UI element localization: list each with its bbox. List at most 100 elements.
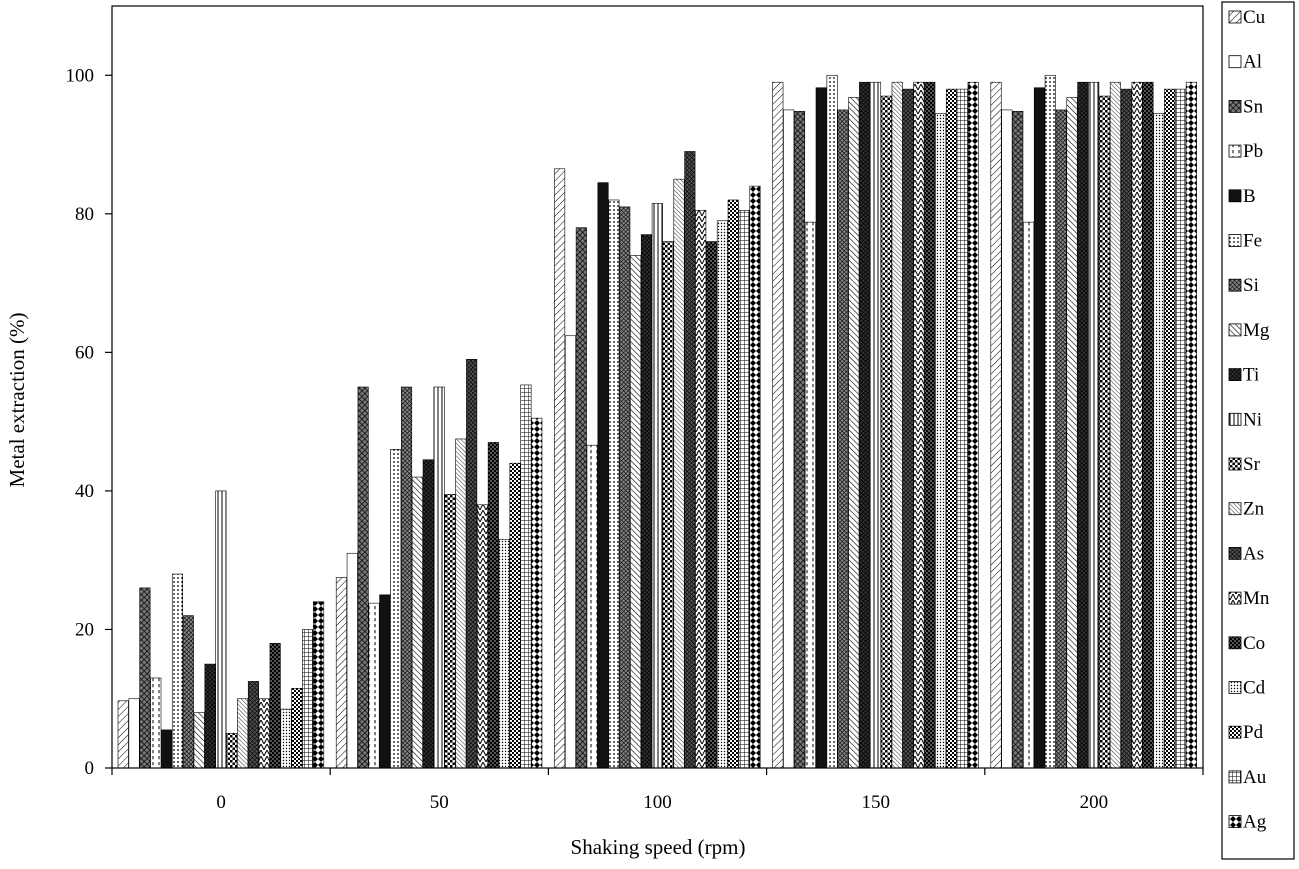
bar-au-150 <box>956 88 968 769</box>
legend-swatch-zn <box>1228 502 1242 516</box>
legend-label-sn: Sn <box>1243 96 1264 117</box>
bar-ti-150 <box>859 81 871 769</box>
bar-pd-150 <box>945 88 957 769</box>
bar-mn-150 <box>913 81 925 769</box>
bar-si-50 <box>401 386 413 769</box>
legend-swatch-co <box>1228 636 1242 650</box>
bar-mg-100 <box>630 255 642 769</box>
bar-mg-150 <box>848 97 860 769</box>
bar-si-100 <box>619 206 631 769</box>
legend-swatch-sn <box>1228 100 1242 113</box>
legend-swatch-pd <box>1228 725 1242 739</box>
bar-cu-100 <box>554 168 566 769</box>
legend-swatch-fe <box>1228 234 1242 247</box>
bar-al-0 <box>128 698 140 769</box>
bar-b-100 <box>597 182 609 769</box>
bar-pd-200 <box>1164 88 1176 769</box>
bar-fe-50 <box>390 449 402 769</box>
bar-as-50 <box>466 358 478 769</box>
bar-ti-100 <box>640 234 652 769</box>
bar-mg-0 <box>193 712 205 769</box>
bar-cu-200 <box>990 81 1002 769</box>
legend-label-zn: Zn <box>1243 499 1265 520</box>
bar-sr-100 <box>662 241 674 769</box>
legend-swatch-sr <box>1228 457 1242 471</box>
bar-cd-0 <box>280 708 292 769</box>
bar-sn-100 <box>575 227 587 769</box>
bar-sn-150 <box>794 110 806 769</box>
bar-pb-0 <box>150 677 162 769</box>
bar-mn-200 <box>1131 81 1143 769</box>
bar-as-0 <box>247 681 259 769</box>
legend-label-ni: Ni <box>1243 409 1262 430</box>
legend-swatch-cd <box>1228 681 1242 694</box>
y-tick-label: 40 <box>75 481 94 502</box>
legend-swatch-mn <box>1228 591 1242 605</box>
x-tick-label: 100 <box>643 792 672 813</box>
bar-ni-100 <box>651 203 663 769</box>
bar-fe-100 <box>608 199 620 769</box>
legend-label-au: Au <box>1243 767 1267 788</box>
legend-label-cu: Cu <box>1243 7 1266 28</box>
legend-label-mn: Mn <box>1243 588 1270 609</box>
bar-ni-150 <box>869 81 882 769</box>
bar-ti-200 <box>1077 81 1089 769</box>
bar-cd-50 <box>498 539 510 769</box>
legend-label-mg: Mg <box>1243 320 1270 341</box>
bar-ni-200 <box>1088 81 1100 769</box>
bar-sn-0 <box>139 587 151 769</box>
legend-swatch-b <box>1228 189 1242 203</box>
legend-swatch-al <box>1228 55 1242 69</box>
legend-swatch-cu <box>1228 10 1242 24</box>
bar-mg-50 <box>411 476 423 769</box>
bar-sr-150 <box>880 95 892 769</box>
bar-ag-100 <box>749 185 761 769</box>
legend-label-pb: Pb <box>1243 141 1263 162</box>
bar-si-150 <box>837 109 849 769</box>
legend-swatch-si <box>1228 278 1242 292</box>
bar-fe-0 <box>171 573 184 769</box>
bar-pd-0 <box>291 688 303 769</box>
bar-ag-50 <box>531 417 543 769</box>
bar-co-50 <box>487 442 499 769</box>
bar-mn-0 <box>258 698 270 769</box>
bar-ni-0 <box>215 490 227 769</box>
plot-area <box>111 5 1204 769</box>
bar-ti-50 <box>422 459 434 769</box>
bar-zn-0 <box>237 698 249 769</box>
bar-au-50 <box>520 384 532 769</box>
bar-zn-200 <box>1109 81 1121 769</box>
legend-label-co: Co <box>1243 633 1265 654</box>
legend-swatch-ti <box>1228 368 1242 382</box>
legend-swatch-ni <box>1228 412 1242 426</box>
legend-label-si: Si <box>1243 275 1259 296</box>
bar-sr-200 <box>1099 95 1111 769</box>
bar-zn-150 <box>891 81 903 769</box>
legend-label-ag: Ag <box>1243 812 1267 833</box>
bar-fe-150 <box>826 74 838 769</box>
axes: 0 20 40 60 80 100 0 50 100 150 200 <box>66 65 1204 813</box>
bar-co-0 <box>269 643 281 769</box>
bar-sr-50 <box>444 494 456 769</box>
y-tick-label: 80 <box>75 204 94 225</box>
x-axis-title: Shaking speed (rpm) <box>571 835 746 859</box>
legend: Cu Al Sn Pb B Fe Si Mg Ti Ni Sr Zn As Mn Co Cd Pd Au Ag <box>1221 1 1295 860</box>
bar-al-100 <box>564 335 576 769</box>
bar-ni-50 <box>433 386 445 769</box>
bar-b-150 <box>815 87 827 769</box>
legend-label-sr: Sr <box>1243 454 1261 475</box>
bar-fe-200 <box>1044 74 1056 769</box>
legend-label-al: Al <box>1243 52 1262 73</box>
x-tick-label: 50 <box>430 792 449 813</box>
bar-pb-100 <box>586 444 598 769</box>
legend-label-ti: Ti <box>1243 365 1259 386</box>
bar-pb-200 <box>1023 221 1035 769</box>
bar-al-200 <box>1001 109 1013 769</box>
bar-b-0 <box>161 729 173 769</box>
bar-cd-200 <box>1153 113 1165 769</box>
y-tick-label: 100 <box>66 65 95 86</box>
bar-ag-0 <box>313 601 325 769</box>
legend-label-b: B <box>1243 186 1256 207</box>
bar-co-150 <box>924 81 936 769</box>
